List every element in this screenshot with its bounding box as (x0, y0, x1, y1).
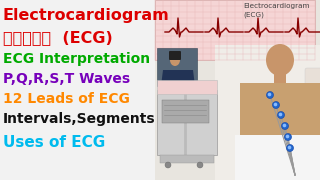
Circle shape (165, 162, 171, 168)
Circle shape (286, 135, 289, 138)
Circle shape (268, 93, 271, 96)
Text: Uses of ECG: Uses of ECG (3, 135, 105, 150)
Circle shape (279, 113, 282, 116)
Polygon shape (240, 85, 320, 180)
FancyBboxPatch shape (157, 48, 197, 86)
FancyBboxPatch shape (157, 90, 217, 155)
Text: Electrocardiogram: Electrocardiogram (243, 3, 309, 9)
FancyBboxPatch shape (305, 68, 320, 142)
FancyBboxPatch shape (160, 155, 214, 163)
Text: ECG Interpretation: ECG Interpretation (3, 52, 150, 66)
Ellipse shape (266, 44, 294, 76)
Circle shape (273, 102, 279, 109)
Text: (ECG): (ECG) (243, 11, 264, 17)
Circle shape (277, 111, 284, 118)
FancyBboxPatch shape (155, 0, 315, 60)
FancyBboxPatch shape (155, 0, 320, 180)
Text: Electrocardiogram: Electrocardiogram (3, 8, 170, 23)
Circle shape (282, 123, 289, 129)
Circle shape (288, 146, 291, 149)
FancyBboxPatch shape (274, 73, 286, 83)
Text: हिंदी  (ECG): हिंदी (ECG) (3, 30, 113, 45)
FancyBboxPatch shape (215, 45, 320, 180)
FancyBboxPatch shape (169, 51, 181, 60)
Circle shape (267, 91, 274, 98)
Polygon shape (161, 70, 195, 86)
Text: 12 Leads of ECG: 12 Leads of ECG (3, 92, 130, 106)
Circle shape (274, 103, 277, 106)
Circle shape (283, 124, 286, 127)
Text: Intervals,Segments: Intervals,Segments (3, 112, 156, 126)
FancyBboxPatch shape (162, 100, 209, 123)
Circle shape (284, 134, 292, 141)
FancyBboxPatch shape (240, 83, 320, 180)
Polygon shape (235, 135, 320, 180)
FancyBboxPatch shape (157, 80, 217, 94)
Text: P,Q,R,S,T Waves: P,Q,R,S,T Waves (3, 72, 130, 86)
Circle shape (286, 145, 293, 152)
Circle shape (197, 162, 203, 168)
Ellipse shape (170, 54, 180, 66)
